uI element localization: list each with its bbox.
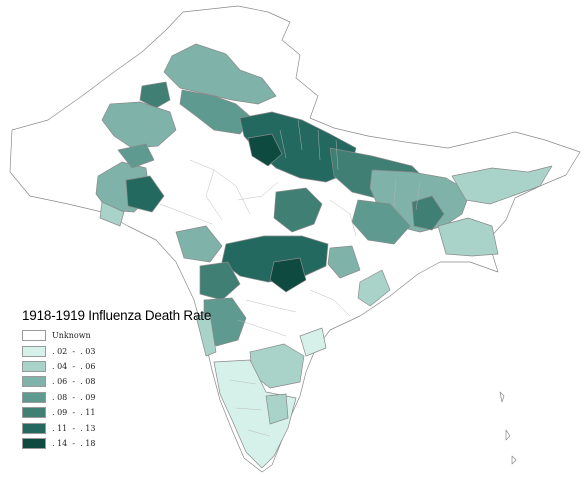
region-nwfp	[101, 101, 177, 149]
district-boundaries	[159, 119, 421, 437]
map-legend: 1918-1919 Influenza Death Rate Unknown .…	[22, 308, 222, 451]
region-mysore	[265, 393, 289, 425]
region-gujarat	[99, 201, 125, 227]
region-central-india-north	[273, 187, 323, 233]
region-chhattisgarh	[327, 245, 361, 279]
legend-label: . 02 - . 03	[52, 346, 96, 356]
region-baluchistan-coast	[117, 143, 155, 169]
legend-swatch-08-09	[22, 391, 46, 403]
legend-items: Unknown . 02 - . 03 . 04 - . 06 . 06 - .…	[22, 328, 222, 451]
legend-label: . 04 - . 06	[52, 361, 96, 371]
legend-label: . 14 - . 18	[52, 438, 96, 448]
region-madras-north	[299, 327, 327, 357]
legend-swatch-09-11	[22, 407, 46, 419]
region-kashmir	[163, 43, 277, 105]
legend-label: . 09 - . 11	[52, 408, 96, 418]
region-kutch	[125, 175, 165, 213]
legend-item-unknown: Unknown	[22, 328, 222, 343]
legend-item-06-08: . 06 - . 08	[22, 374, 222, 389]
legend-swatch-unknown	[22, 330, 46, 342]
legend-swatch-02-03	[22, 345, 46, 357]
region-assam	[451, 165, 553, 205]
region-punjab	[179, 89, 253, 135]
legend-label: . 11 - . 13	[52, 423, 96, 433]
region-delhi	[247, 133, 283, 167]
region-northern-circars	[357, 269, 391, 307]
legend-swatch-11-13	[22, 422, 46, 434]
region-islands	[499, 391, 517, 465]
legend-swatch-04-06	[22, 360, 46, 372]
legend-item-08-09: . 08 - . 09	[22, 390, 222, 405]
legend-item-11-13: . 11 - . 13	[22, 420, 222, 435]
legend-item-02-03: . 02 - . 03	[22, 343, 222, 358]
region-malwa	[175, 225, 223, 263]
legend-item-14-18: . 14 - . 18	[22, 436, 222, 451]
legend-title: 1918-1919 Influenza Death Rate	[22, 308, 212, 323]
region-chota-nagpur	[411, 195, 445, 231]
region-bombay-coast	[195, 313, 217, 357]
legend-swatch-06-08	[22, 376, 46, 388]
legend-label: Unknown	[52, 331, 91, 341]
legend-item-09-11: . 09 - . 11	[22, 405, 222, 420]
region-east-bengal	[437, 217, 499, 257]
region-berar	[269, 257, 307, 293]
region-khandesh	[199, 261, 241, 301]
legend-label: . 06 - . 08	[52, 377, 96, 387]
legend-swatch-14-18	[22, 437, 46, 449]
legend-item-04-06: . 04 - . 06	[22, 359, 222, 374]
region-punjab-west	[139, 81, 171, 109]
legend-label: . 08 - . 09	[52, 392, 96, 402]
region-madras	[213, 359, 297, 469]
